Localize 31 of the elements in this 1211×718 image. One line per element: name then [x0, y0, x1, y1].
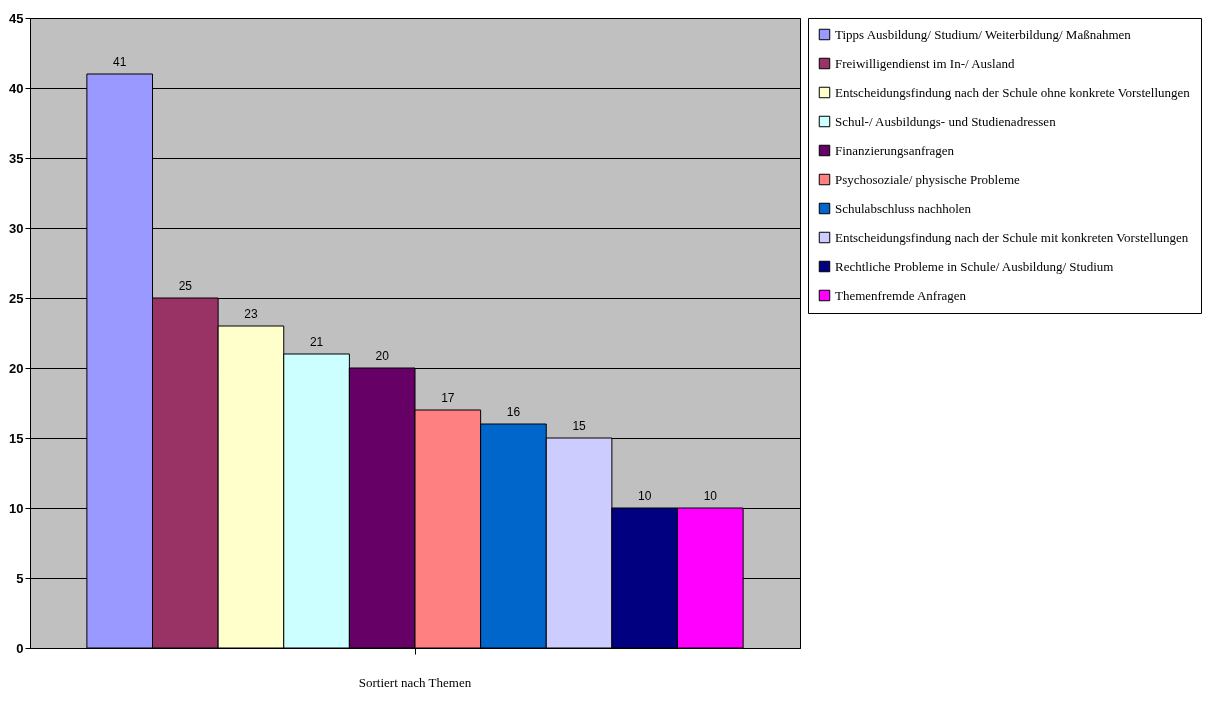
legend-label: Tipps Ausbildung/ Studium/ Weiterbildung/ Maßnahmen [835, 26, 1132, 42]
data-label: 10 [703, 489, 718, 503]
data-label: 10 [638, 489, 652, 503]
y-tick-label: 45 [9, 10, 24, 26]
data-label: 15 [572, 419, 587, 433]
y-tick-label: 20 [9, 360, 24, 376]
legend-label: Finanzierungsanfragen [835, 142, 955, 158]
y-tick-label: 15 [9, 430, 24, 446]
legend-label: Psychosoziale/ physische Probleme [835, 171, 1021, 187]
data-label: 41 [113, 55, 127, 69]
data-label: 16 [506, 405, 521, 419]
y-tick-label: 30 [9, 220, 24, 236]
legend-label: Themenfremde Anfragen [835, 287, 967, 303]
legend-label: Entscheidungsfindung nach der Schule mit konkreten Vorstellungen [835, 229, 1189, 245]
legend-label: Entscheidungsfindung nach der Schule ohne konkrete Vorstellungen [835, 84, 1191, 100]
y-tick-label: 0 [16, 640, 24, 656]
legend-label: Schulabschluss nachholen [835, 200, 972, 216]
data-label: 23 [244, 307, 258, 321]
y-tick-label: 5 [16, 570, 24, 586]
data-label: 25 [178, 279, 193, 293]
x-tick-label: Sortiert nach Themen [358, 674, 472, 690]
y-tick-label: 35 [9, 150, 24, 166]
data-label: 20 [375, 349, 390, 363]
y-tick-label: 10 [9, 500, 24, 516]
data-label: 21 [309, 335, 324, 349]
y-tick-label: 40 [9, 80, 24, 96]
legend-label: Freiwilligendienst im In-/ Ausland [835, 55, 1015, 71]
data-label: 17 [441, 391, 455, 405]
y-tick-label: 25 [9, 290, 24, 306]
legend-label: Rechtliche Probleme in Schule/ Ausbildung/ Studium [835, 258, 1114, 274]
legend-label: Schul-/ Ausbildungs- und Studienadressen [835, 113, 1057, 129]
